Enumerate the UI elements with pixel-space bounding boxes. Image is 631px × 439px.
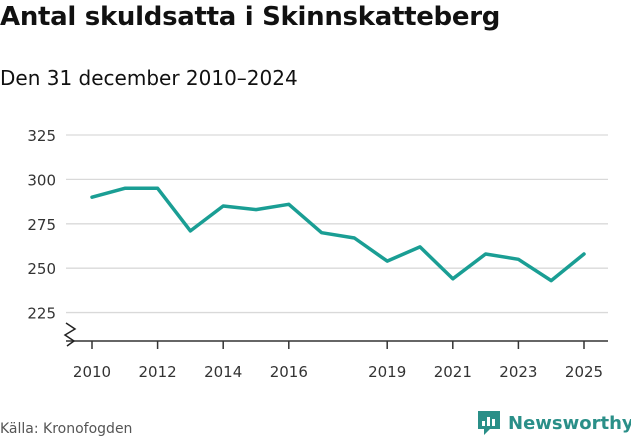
brand-name: Newsworthy xyxy=(508,412,631,434)
source-note: Källa: Kronofogden xyxy=(0,421,133,437)
y-tick-label-325: 325 xyxy=(27,127,56,145)
newsworthy-logo-icon xyxy=(478,411,500,435)
y-tick-label-300: 300 xyxy=(27,171,56,189)
x-tick-label-2021: 2021 xyxy=(434,363,472,381)
line-chart: 225 250 275 300 325 2010 2012 2014 2016 2019 2021 2… xyxy=(27,127,608,381)
x-tick-label-2019: 2019 xyxy=(368,363,406,381)
x-tick-label-2023: 2023 xyxy=(499,363,537,381)
series-line-0 xyxy=(90,186,586,283)
x-tick-label-2010: 2010 xyxy=(73,363,111,381)
y-tick-label-250: 250 xyxy=(27,260,56,278)
x-tick-label-2025: 2025 xyxy=(565,363,603,381)
axis-break-icon xyxy=(63,322,77,347)
x-tick-label-2014: 2014 xyxy=(204,363,242,381)
x-tick-label-2012: 2012 xyxy=(139,363,177,381)
x-tick-label-2016: 2016 xyxy=(270,363,308,381)
y-tick-label-225: 225 xyxy=(27,305,56,323)
chart-subtitle: Den 31 december 2010–2024 xyxy=(0,66,298,90)
chart-title: Antal skuldsatta i Skinnskatteberg xyxy=(0,2,501,32)
brand-logo: Newsworthy xyxy=(476,408,631,438)
y-tick-label-275: 275 xyxy=(27,216,56,234)
